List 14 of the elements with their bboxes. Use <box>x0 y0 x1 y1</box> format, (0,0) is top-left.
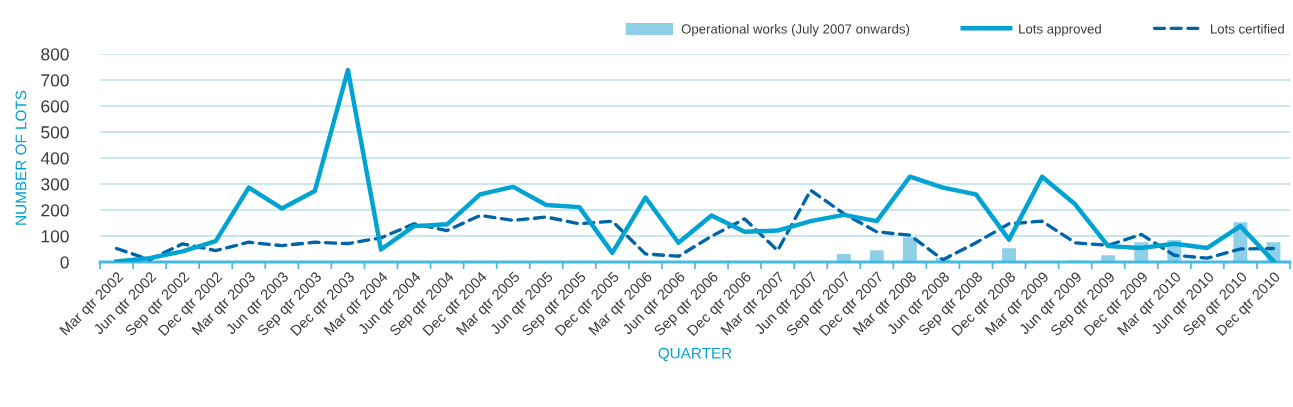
x-axis-title: QUARTER <box>658 347 732 362</box>
y-tick-label: 400 <box>40 152 69 165</box>
y-tick-label: 0 <box>60 256 69 269</box>
y-tick-label: 100 <box>41 230 69 243</box>
y-tick-label: 700 <box>41 74 69 87</box>
legend-label: Operational works (July 2007 onwards) <box>681 23 910 37</box>
y-tick-label: 800 <box>41 48 69 61</box>
y-tick-label: 500 <box>41 126 69 139</box>
y-axis-title: NUMBER OF LOTS <box>15 90 27 225</box>
legend-label: Lots certified <box>1211 23 1284 34</box>
y-tick-label: 300 <box>41 178 69 191</box>
y-tick-label: 600 <box>41 100 69 113</box>
y-tick-label: 200 <box>41 204 69 217</box>
legend-label: Lots approved <box>1019 23 1101 37</box>
